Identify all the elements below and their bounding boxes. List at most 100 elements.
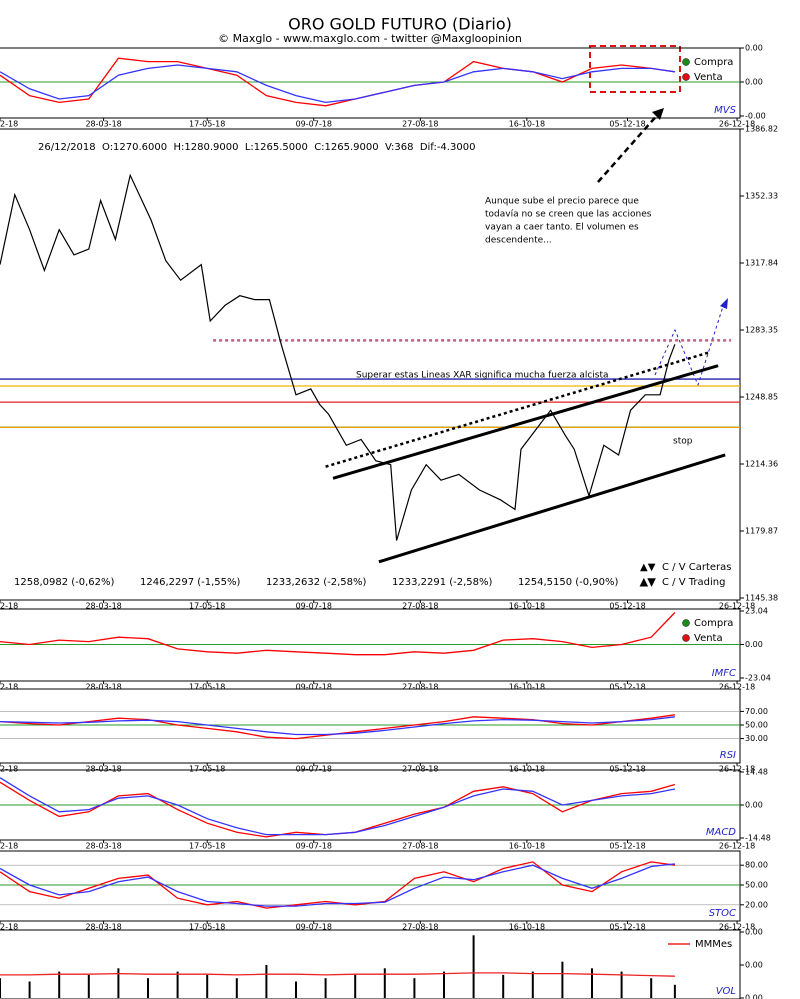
- y-tick-label: 0.00: [745, 994, 763, 999]
- x-tick-label: 27-08-18: [402, 842, 438, 851]
- x-tick-label: 05-12-18: [609, 765, 645, 774]
- x-tick-label: 26-12-18: [719, 683, 755, 692]
- y-tick-label: 1179.87: [745, 527, 778, 536]
- x-tick-label: 09-07-18: [296, 120, 332, 129]
- x-tick-label: 05-12-18: [609, 923, 645, 932]
- y-tick-label: 1248.85: [745, 393, 778, 402]
- y-tick-label: 1386.82: [745, 125, 778, 134]
- legend-dot: [682, 73, 690, 81]
- y-tick-label: 23.04: [745, 607, 768, 616]
- y-tick-label: 1214.36: [745, 460, 778, 469]
- volume-bar: [117, 968, 120, 998]
- volume-bar: [58, 971, 61, 998]
- y-tick-label: 50.00: [745, 721, 768, 730]
- y-tick-label: 0.00: [745, 640, 763, 649]
- series-line: [0, 64, 675, 104]
- volume-bar: [87, 974, 90, 998]
- arrow-head: [652, 108, 664, 120]
- legend-symbol: ▲▼: [640, 577, 656, 588]
- annotation: stop: [673, 437, 693, 447]
- y-tick-label: -0.00: [745, 112, 766, 121]
- y-tick-label: 70.00: [745, 707, 768, 716]
- level-label: 1233,2291 (-2,58%): [392, 577, 493, 588]
- y-tick-label: 1352.33: [745, 191, 778, 200]
- volume-bar: [531, 971, 534, 998]
- legend-dot: [682, 58, 690, 66]
- annotation: todavía no se creen que las acciones: [485, 210, 652, 220]
- x-tick-label: 16-10-18: [509, 602, 545, 611]
- x-tick-label: 16-10-18: [509, 923, 545, 932]
- series-line: [0, 972, 675, 977]
- x-tick-label: 16-10-18: [509, 765, 545, 774]
- x-tick-label: 17-05-18: [189, 120, 225, 129]
- y-tick-label: 0.00: [745, 44, 763, 53]
- panel-frame: [0, 688, 741, 764]
- panel-frame: [0, 47, 741, 119]
- y-tick-label: 80.00: [745, 861, 768, 870]
- legend-label: Compra: [694, 618, 733, 629]
- x-tick-label: 16-10-18: [509, 842, 545, 851]
- arrow: [597, 111, 661, 183]
- x-tick-label: 27-08-18: [402, 683, 438, 692]
- series-line: [0, 57, 675, 107]
- legend-label: C / V Carteras: [662, 562, 731, 573]
- x-tick-label: 05-12-18: [609, 842, 645, 851]
- panel-frame: [0, 128, 741, 601]
- annotation: descendente...: [485, 236, 552, 246]
- y-tick-label: 0.00: [745, 801, 763, 810]
- volume-bar: [413, 978, 416, 998]
- x-tick-label: 17-05-18: [189, 842, 225, 851]
- x-tick-label: 17-05-18: [189, 923, 225, 932]
- panel-title: VOL: [716, 986, 736, 997]
- x-tick-label: 2-18: [0, 602, 18, 611]
- x-tick-label: 26-12-18: [719, 842, 755, 851]
- annotation: vayan a caer tanto. El volumen es: [485, 223, 639, 233]
- volume-bar: [383, 968, 386, 998]
- chart-subtitle: © Maxglo - www.maxglo.com - twitter @Max…: [218, 32, 522, 45]
- panel-title: RSI: [720, 750, 736, 761]
- x-tick-label: 26-12-18: [719, 120, 755, 129]
- series-line: [0, 863, 675, 907]
- volume-bar: [176, 971, 179, 998]
- x-tick-label: 17-05-18: [189, 602, 225, 611]
- arrow-head: [720, 298, 728, 309]
- volume-bar: [0, 978, 1, 998]
- volume-bar: [591, 968, 593, 998]
- annotation: Aunque sube el precio parece que: [485, 197, 639, 207]
- level-label: 1258,0982 (-0,62%): [14, 577, 115, 588]
- y-tick-label: 30.00: [745, 734, 768, 743]
- legend-label: Venta: [694, 72, 723, 83]
- info-line: 26/12/2018 O:1270.6000 H:1280.9000 L:126…: [38, 142, 475, 153]
- y-tick-label: -23.04: [745, 674, 771, 683]
- volume-bar: [354, 974, 357, 998]
- x-tick-label: 28-03-18: [85, 602, 121, 611]
- volume-bar: [28, 981, 31, 998]
- panel-title: IMFC: [712, 668, 736, 679]
- y-tick-label: 1283.35: [745, 325, 778, 334]
- panel-frame: [0, 850, 741, 922]
- y-tick-label: 1145.38: [745, 594, 778, 603]
- level-label: 1246,2297 (-1,55%): [140, 577, 241, 588]
- y-tick-label: 20.00: [745, 900, 768, 909]
- volume-bar: [650, 978, 653, 998]
- x-tick-label: 2-18: [0, 765, 18, 774]
- trend-line: [378, 453, 726, 564]
- y-tick-label: 0.00: [745, 961, 763, 970]
- panel-title: MACD: [706, 827, 736, 838]
- legend-label: Compra: [694, 57, 733, 68]
- x-tick-label: 28-03-18: [85, 765, 121, 774]
- x-tick-label: 09-07-18: [296, 765, 332, 774]
- x-tick-label: 16-10-18: [509, 683, 545, 692]
- x-tick-label: 27-08-18: [402, 765, 438, 774]
- x-tick-label: 17-05-18: [189, 765, 225, 774]
- y-tick-label: 14.48: [745, 768, 768, 777]
- highlight-box: [589, 45, 681, 93]
- x-tick-label: 28-03-18: [85, 683, 121, 692]
- x-tick-label: 2-18: [0, 923, 18, 932]
- x-tick-label: 27-08-18: [402, 120, 438, 129]
- volume-bar: [147, 978, 149, 998]
- legend-symbol: ▲▼: [640, 562, 656, 573]
- x-tick-label: 2-18: [0, 120, 18, 129]
- panel-title: MVS: [714, 105, 736, 116]
